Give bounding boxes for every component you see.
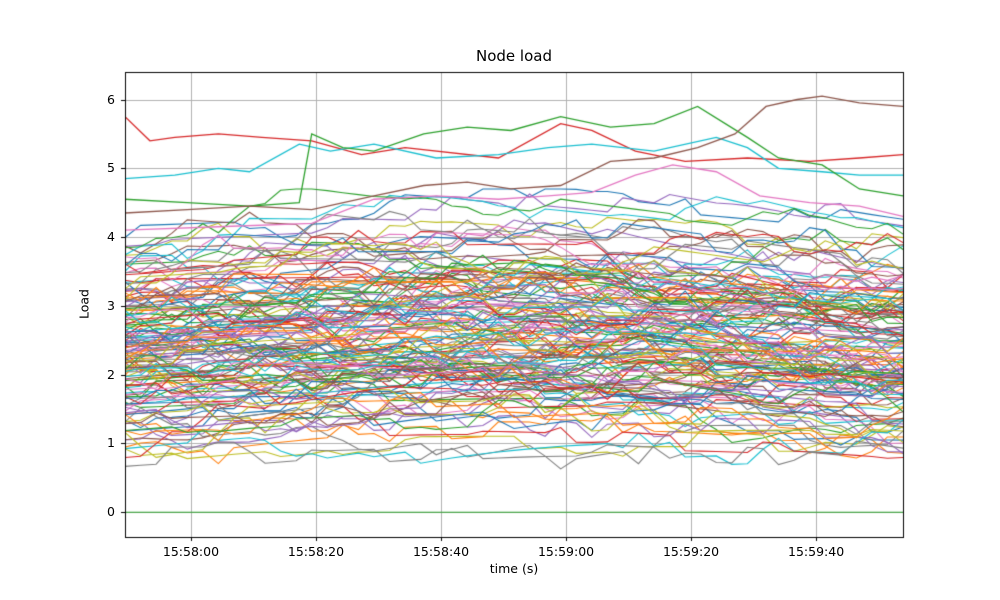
chart-title: Node load (476, 47, 552, 65)
y-tick-label: 3 (107, 297, 115, 313)
x-tick-label: 15:59:20 (662, 544, 720, 559)
y-tick-label: 1 (107, 435, 115, 451)
y-tick-label: 5 (107, 160, 115, 176)
x-axis-label: time (s) (489, 561, 539, 576)
x-tick-label: 15:58:20 (287, 544, 345, 559)
x-tick-label: 15:58:00 (162, 544, 220, 559)
x-tick-label: 15:58:40 (412, 544, 470, 559)
y-tick-label: 4 (107, 229, 115, 245)
y-tick-label: 6 (107, 91, 115, 107)
x-tick-label: 15:59:00 (537, 544, 595, 559)
x-tick-label: 15:59:40 (788, 544, 845, 559)
y-tick-label: 0 (107, 504, 115, 520)
y-tick-label: 2 (107, 366, 115, 382)
